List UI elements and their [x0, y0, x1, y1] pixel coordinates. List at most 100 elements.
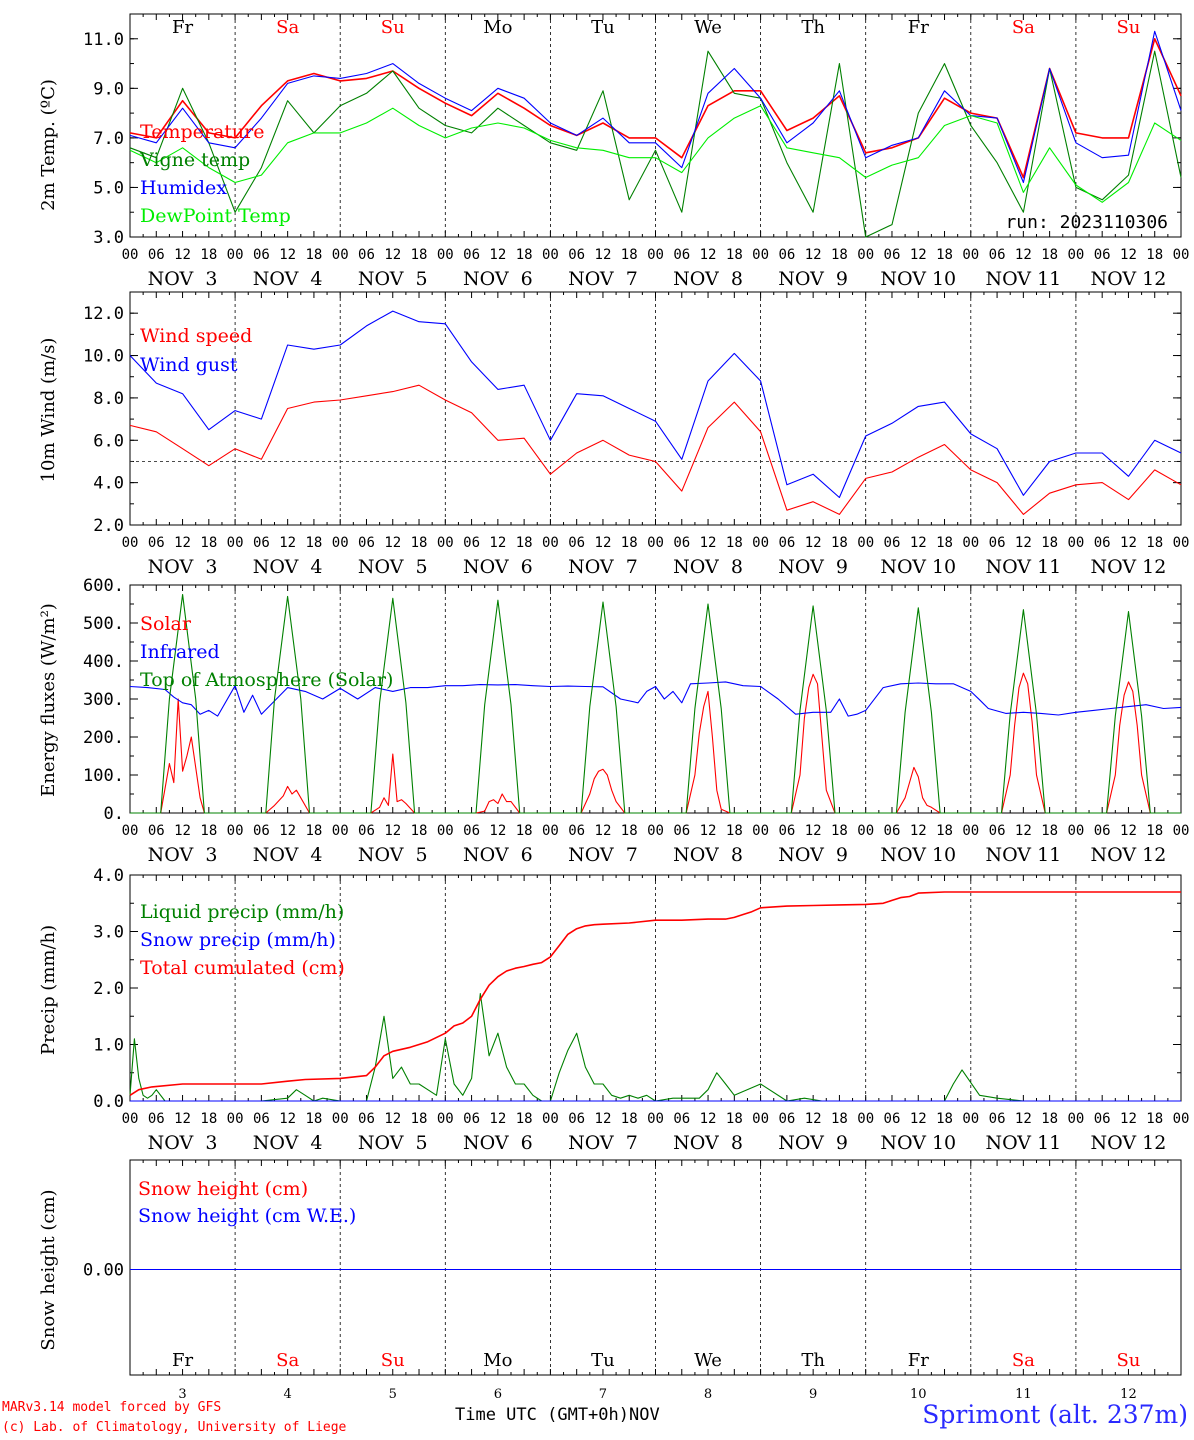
y-axis-label: Snow height (cm) — [38, 1189, 59, 1350]
hour-label: 00 — [122, 535, 139, 551]
date-label: NOV 11 — [985, 268, 1061, 290]
day-name: Th — [801, 1350, 825, 1371]
hour-label: 00 — [647, 823, 664, 839]
legend-entry: Temperature — [140, 121, 264, 143]
date-label: NOV 11 — [985, 844, 1061, 866]
hour-label: 18 — [305, 535, 322, 551]
legend-entry: DewPoint Temp — [140, 205, 291, 227]
hour-label: 12 — [595, 1111, 612, 1127]
hour-label: 12 — [1015, 535, 1032, 551]
hour-label: 12 — [384, 1111, 401, 1127]
day-name: Su — [381, 1350, 405, 1371]
date-label: NOV 5 — [358, 1132, 428, 1154]
legend-entry: Humidex — [140, 177, 227, 199]
hour-label: 18 — [516, 823, 533, 839]
hour-label: 00 — [647, 1111, 664, 1127]
date-label: NOV 3 — [148, 844, 218, 866]
hour-label: 12 — [595, 535, 612, 551]
date-label: NOV 7 — [568, 268, 638, 290]
y-tick-label: 0.0 — [93, 1092, 124, 1112]
hour-label: 18 — [1041, 1111, 1058, 1127]
date-label: NOV 4 — [253, 268, 323, 290]
series-infrared — [129, 681, 1182, 717]
date-label: NOV 8 — [673, 268, 743, 290]
date-label: NOV 4 — [253, 844, 323, 866]
day-name: Th — [801, 17, 825, 38]
hour-label: 06 — [148, 247, 165, 263]
hour-label: 12 — [384, 247, 401, 263]
station-label: Sprimont (alt. 237m) — [922, 1400, 1188, 1429]
legend-entry: Total cumulated (cm) — [140, 957, 345, 979]
hour-label: 12 — [700, 535, 717, 551]
hour-label: 12 — [910, 247, 927, 263]
hour-label: 00 — [1067, 823, 1084, 839]
plot-frame — [129, 13, 1182, 238]
hour-label: 18 — [200, 1111, 217, 1127]
hour-label: 00 — [1067, 247, 1084, 263]
date-label: NOV 12 — [1091, 844, 1167, 866]
hour-label: 06 — [673, 1111, 690, 1127]
hour-label: 06 — [884, 247, 901, 263]
day-number: 10 — [910, 1387, 927, 1400]
hour-label: 06 — [1094, 823, 1111, 839]
hour-label: 18 — [1146, 535, 1163, 551]
hour-label: 06 — [253, 535, 270, 551]
hour-label: 06 — [253, 1111, 270, 1127]
date-label: NOV 6 — [463, 844, 533, 866]
y-tick-label: 2.0 — [93, 979, 124, 999]
date-label: NOV 10 — [880, 556, 956, 578]
date-label: NOV 8 — [673, 556, 743, 578]
hour-label: 00 — [122, 247, 139, 263]
hour-label: 12 — [910, 823, 927, 839]
day-name: Mo — [483, 1350, 512, 1371]
hour-label: 00 — [1173, 1111, 1190, 1127]
hour-label: 12 — [805, 535, 822, 551]
hour-label: 06 — [463, 535, 480, 551]
hour-label: 18 — [1041, 535, 1058, 551]
hour-label: 00 — [332, 1111, 349, 1127]
hour-label: 12 — [595, 823, 612, 839]
date-label: NOV 4 — [253, 1132, 323, 1154]
date-label: NOV 11 — [985, 556, 1061, 578]
day-name: Tu — [591, 17, 615, 38]
series-dewpoint-temp — [129, 105, 1182, 203]
hour-label: 12 — [1120, 535, 1137, 551]
hour-label: 06 — [568, 247, 585, 263]
hour-label: 00 — [542, 535, 559, 551]
day-number: 4 — [284, 1387, 292, 1400]
date-label: NOV 8 — [673, 1132, 743, 1154]
day-name: Su — [1116, 17, 1140, 38]
legend-entry: Snow precip (mm/h) — [140, 929, 336, 951]
legend-entry: Snow height (cm) — [138, 1178, 308, 1200]
series-top-of-atmosphere-solar — [130, 593, 1181, 814]
run-annotation: run: 2023110306 — [1005, 212, 1168, 233]
day-name: Fr — [908, 1350, 929, 1371]
hour-label: 12 — [489, 823, 506, 839]
hour-label: 00 — [857, 823, 874, 839]
hour-label: 06 — [673, 823, 690, 839]
series-total-cumulated-cm — [129, 891, 1181, 1096]
legend-entry: Wind gust — [140, 354, 238, 376]
hour-label: 18 — [936, 535, 953, 551]
hour-label: 00 — [122, 823, 139, 839]
hour-label: 12 — [174, 535, 191, 551]
hour-label: 00 — [752, 823, 769, 839]
hour-label: 06 — [148, 823, 165, 839]
hour-label: 12 — [700, 823, 717, 839]
hour-label: 18 — [831, 1111, 848, 1127]
date-label: NOV 12 — [1091, 556, 1167, 578]
hour-label: 12 — [1015, 1111, 1032, 1127]
y-tick-label: 400. — [83, 652, 124, 672]
date-label: NOV 3 — [148, 1132, 218, 1154]
hour-label: 00 — [227, 823, 244, 839]
month-label: NOV — [629, 1405, 660, 1425]
hour-label: 06 — [1094, 535, 1111, 551]
hour-label: 00 — [1173, 535, 1190, 551]
hour-label: 06 — [778, 247, 795, 263]
day-number: 12 — [1120, 1387, 1137, 1400]
y-tick-label: 2.0 — [93, 516, 124, 536]
hour-label: 12 — [489, 247, 506, 263]
hour-label: 18 — [411, 823, 428, 839]
y-tick-label: 4.0 — [93, 866, 124, 886]
day-number: 8 — [704, 1387, 712, 1400]
